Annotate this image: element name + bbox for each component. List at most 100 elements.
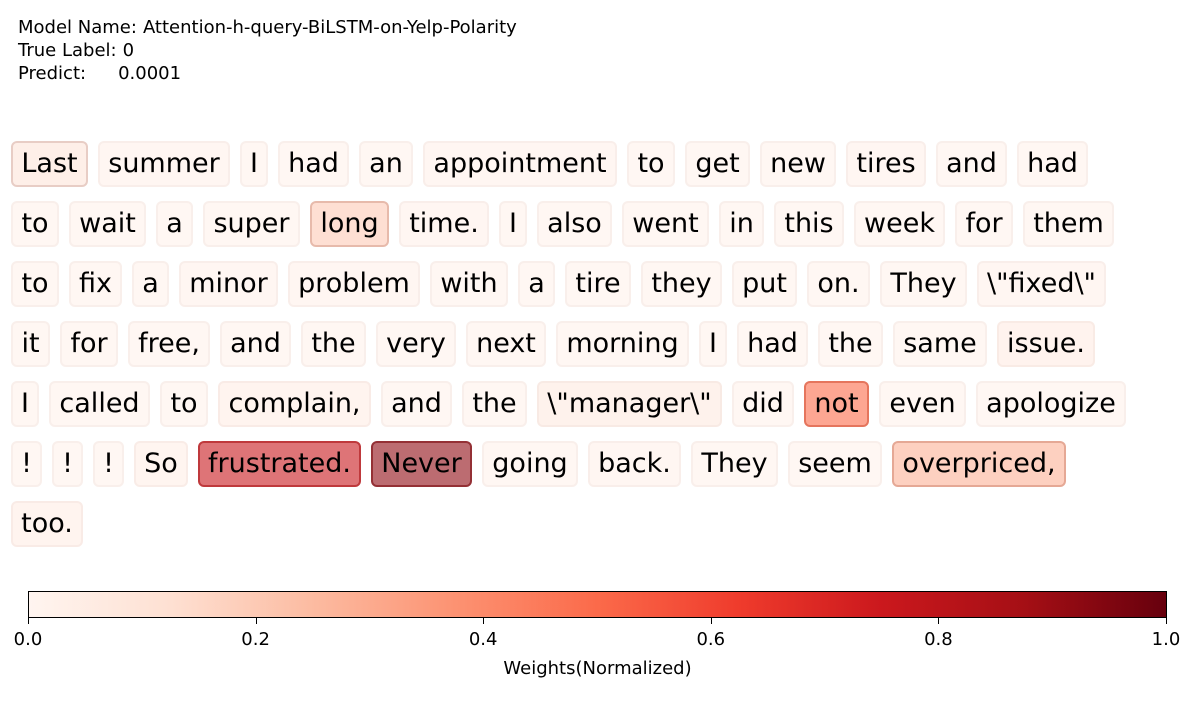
token: to	[627, 141, 675, 187]
token: an	[359, 141, 413, 187]
colorbar-tick-mark	[938, 618, 940, 624]
token: tire	[565, 261, 631, 307]
colorbar	[28, 591, 1167, 618]
colorbar-tick-label: 1.0	[1151, 629, 1181, 650]
token: super	[203, 201, 300, 247]
token: week	[854, 201, 945, 247]
token: seem	[788, 441, 882, 487]
token: had	[737, 321, 808, 367]
token: and	[936, 141, 1007, 187]
token: long	[310, 201, 389, 247]
token: too.	[11, 501, 83, 547]
token: \"fixed\"	[977, 261, 1106, 307]
predict-value: 0.0001	[118, 63, 182, 84]
predict-label: Predict:	[18, 63, 87, 84]
model-name-value: Attention-h-query-BiLSTM-on-Yelp-Polarit…	[142, 17, 517, 38]
colorbar-tick-mark	[28, 618, 29, 624]
predict-row: Predict: 0.0001	[18, 62, 517, 85]
true-label-value: 0	[122, 40, 135, 61]
token: also	[537, 201, 612, 247]
token: time.	[399, 201, 489, 247]
colorbar-tick-mark	[710, 618, 712, 624]
token: I	[240, 141, 268, 187]
token: morning	[556, 321, 689, 367]
token: and	[220, 321, 291, 367]
token: the	[301, 321, 366, 367]
token: !	[93, 441, 124, 487]
prediction-info: Model Name: Attention-h-query-BiLSTM-on-Y…	[18, 16, 517, 85]
token: frustrated.	[198, 441, 361, 487]
colorbar-tick-mark	[1166, 618, 1167, 624]
token: I	[499, 201, 527, 247]
token: it	[11, 321, 50, 367]
token: next	[466, 321, 546, 367]
true-label-label: True Label:	[18, 40, 117, 61]
token: \"manager\"	[537, 381, 722, 427]
token: in	[719, 201, 764, 247]
token: complain,	[218, 381, 371, 427]
colorbar-label: Weights(Normalized)	[503, 658, 692, 679]
true-label-row: True Label: 0	[18, 39, 517, 62]
token: get	[685, 141, 750, 187]
token: on.	[807, 261, 870, 307]
token: not	[804, 381, 869, 427]
token: even	[879, 381, 966, 427]
token: !	[52, 441, 83, 487]
token: appointment	[423, 141, 617, 187]
token: Never	[371, 441, 472, 487]
token: So	[134, 441, 188, 487]
token: did	[732, 381, 794, 427]
token: had	[1017, 141, 1088, 187]
token: a	[156, 201, 193, 247]
token: the	[818, 321, 883, 367]
token: the	[462, 381, 527, 427]
colorbar-tick-mark	[255, 618, 257, 624]
token: this	[774, 201, 844, 247]
token: a	[518, 261, 555, 307]
token: a	[132, 261, 169, 307]
token: with	[430, 261, 508, 307]
token: I	[699, 321, 727, 367]
model-name-label: Model Name:	[18, 17, 137, 38]
token: apologize	[976, 381, 1126, 427]
token: They	[691, 441, 778, 487]
token: to	[11, 201, 59, 247]
token: wait	[69, 201, 146, 247]
token: problem	[288, 261, 420, 307]
token: for	[60, 321, 118, 367]
token: issue.	[997, 321, 1095, 367]
token: minor	[179, 261, 278, 307]
model-name-row: Model Name: Attention-h-query-BiLSTM-on-Y…	[18, 16, 517, 39]
token: new	[760, 141, 836, 187]
token: going	[482, 441, 578, 487]
token: them	[1023, 201, 1114, 247]
token: to	[11, 261, 59, 307]
token: same	[893, 321, 987, 367]
token: overpriced,	[892, 441, 1066, 487]
token: called	[49, 381, 150, 427]
token: I	[11, 381, 39, 427]
token: had	[278, 141, 349, 187]
token: put	[732, 261, 797, 307]
colorbar-tick-label: 0.8	[924, 629, 953, 650]
token: They	[880, 261, 967, 307]
token: and	[381, 381, 452, 427]
token: summer	[98, 141, 230, 187]
token: to	[160, 381, 208, 427]
token: they	[641, 261, 722, 307]
token: fix	[69, 261, 122, 307]
colorbar-tick-label: 0.6	[696, 629, 726, 650]
token: back.	[588, 441, 681, 487]
token: free,	[128, 321, 210, 367]
colorbar-tick-label: 0.4	[468, 629, 498, 650]
colorbar-tick-label: 0.0	[13, 629, 43, 650]
token: went	[622, 201, 709, 247]
token: very	[376, 321, 456, 367]
token: tires	[846, 141, 926, 187]
colorbar-tick-mark	[483, 618, 485, 624]
token: Last	[11, 141, 88, 187]
colorbar-tick-label: 0.2	[241, 629, 270, 650]
token: for	[955, 201, 1013, 247]
token: !	[11, 441, 42, 487]
